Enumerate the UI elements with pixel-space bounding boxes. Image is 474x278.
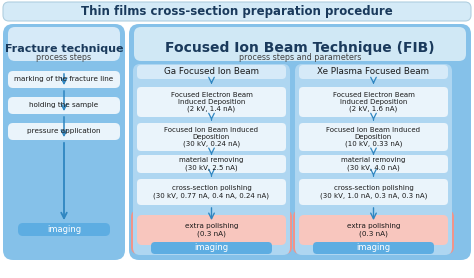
FancyBboxPatch shape — [3, 2, 471, 21]
Text: Xe Plasma Focused Beam: Xe Plasma Focused Beam — [318, 68, 429, 76]
FancyBboxPatch shape — [137, 65, 286, 79]
FancyBboxPatch shape — [299, 179, 448, 205]
Text: Ga Focused Ion Beam: Ga Focused Ion Beam — [164, 68, 259, 76]
FancyBboxPatch shape — [299, 155, 448, 173]
FancyBboxPatch shape — [129, 24, 471, 260]
Text: Focused Electron Beam
Induced Deposition
(2 kV, 1.4 nA): Focused Electron Beam Induced Deposition… — [171, 92, 253, 112]
Text: imaging: imaging — [194, 244, 228, 252]
FancyBboxPatch shape — [8, 97, 120, 114]
Text: material removing
(30 kV, 4.0 nA): material removing (30 kV, 4.0 nA) — [341, 157, 406, 171]
Text: imaging: imaging — [356, 244, 391, 252]
Text: Fracture technique: Fracture technique — [5, 44, 123, 54]
FancyBboxPatch shape — [8, 71, 120, 88]
Text: extra polishing
(0.3 nA): extra polishing (0.3 nA) — [185, 223, 238, 237]
FancyBboxPatch shape — [299, 65, 448, 79]
FancyBboxPatch shape — [313, 242, 434, 254]
Text: imaging: imaging — [47, 225, 81, 234]
Text: holding the sample: holding the sample — [29, 103, 99, 108]
FancyBboxPatch shape — [137, 179, 286, 205]
Text: material removing
(30 kV, 2.5 nA): material removing (30 kV, 2.5 nA) — [179, 157, 244, 171]
FancyBboxPatch shape — [151, 242, 272, 254]
Text: process steps: process steps — [36, 53, 91, 61]
FancyBboxPatch shape — [137, 87, 286, 117]
FancyBboxPatch shape — [3, 24, 125, 260]
FancyBboxPatch shape — [295, 64, 452, 255]
FancyBboxPatch shape — [299, 215, 448, 245]
Text: cross-section polishing
(30 kV, 1.0 nA, 0.3 nA, 0.3 nA): cross-section polishing (30 kV, 1.0 nA, … — [320, 185, 427, 199]
FancyBboxPatch shape — [133, 64, 290, 255]
FancyBboxPatch shape — [299, 123, 448, 151]
Text: extra polishing
(0.3 nA): extra polishing (0.3 nA) — [347, 223, 400, 237]
Text: marking of the fracture line: marking of the fracture line — [14, 76, 114, 83]
FancyBboxPatch shape — [8, 123, 120, 140]
Text: Thin films cross-section preparation procedure: Thin films cross-section preparation pro… — [81, 5, 393, 18]
FancyBboxPatch shape — [18, 223, 110, 236]
FancyBboxPatch shape — [299, 87, 448, 117]
FancyBboxPatch shape — [134, 27, 466, 61]
FancyBboxPatch shape — [137, 155, 286, 173]
Text: Focused Electron Beam
Induced Deposition
(2 kV, 1.6 nA): Focused Electron Beam Induced Deposition… — [333, 92, 414, 112]
FancyBboxPatch shape — [137, 123, 286, 151]
Text: Focused Ion Beam Technique (FIB): Focused Ion Beam Technique (FIB) — [165, 41, 435, 55]
FancyBboxPatch shape — [131, 210, 292, 254]
Text: pressure application: pressure application — [27, 128, 101, 135]
Text: cross-section polishing
(30 kV, 0.77 nA, 0.4 nA, 0.24 nA): cross-section polishing (30 kV, 0.77 nA,… — [154, 185, 270, 199]
Text: process steps and parameters: process steps and parameters — [239, 53, 361, 61]
FancyBboxPatch shape — [8, 27, 120, 61]
Text: Focused Ion Beam Induced
Deposition
(30 kV, 0.24 nA): Focused Ion Beam Induced Deposition (30 … — [164, 127, 258, 147]
FancyBboxPatch shape — [293, 210, 454, 254]
FancyBboxPatch shape — [137, 215, 286, 245]
Text: Focused Ion Beam Induced
Deposition
(10 kV, 0.33 nA): Focused Ion Beam Induced Deposition (10 … — [327, 127, 420, 147]
